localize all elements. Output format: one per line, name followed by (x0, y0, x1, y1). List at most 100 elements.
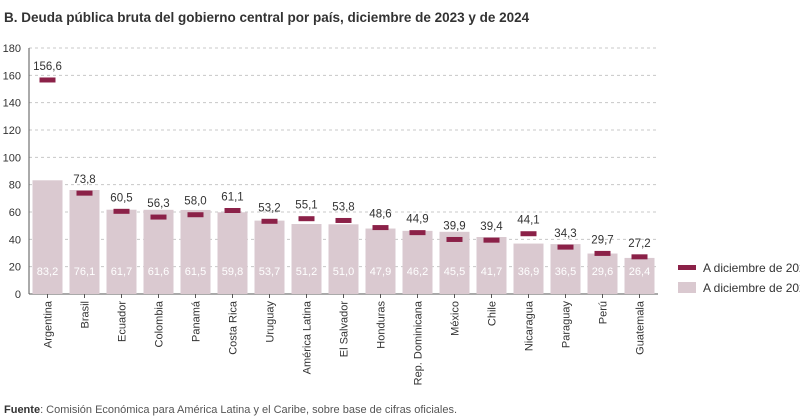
legend-label: A diciembre de 2023 (703, 261, 800, 275)
marker (298, 216, 315, 222)
marker (483, 237, 500, 243)
marker (372, 225, 389, 231)
marker (409, 230, 426, 236)
bar-value-label: 51,0 (333, 266, 354, 278)
bar (365, 228, 396, 294)
marker-value-label: 53,2 (258, 202, 280, 214)
x-tick-label: América Latina (302, 300, 314, 374)
x-tick-label: Argentina (43, 300, 55, 348)
bar (328, 224, 359, 294)
bar-value-label: 59,8 (222, 266, 243, 278)
bar-value-label: 61,7 (111, 266, 132, 278)
marker (261, 218, 278, 224)
y-tick-label: 60 (9, 207, 21, 219)
marker-value-label: 73,8 (73, 174, 95, 186)
y-tick-label: 120 (3, 125, 21, 137)
bar-value-label: 61,6 (148, 266, 169, 278)
bar-value-label: 36,5 (555, 266, 576, 278)
x-tick-label: Honduras (376, 301, 388, 349)
x-tick-label: Ecuador (117, 301, 129, 342)
bars (32, 180, 655, 294)
marker-value-label: 61,1 (221, 191, 243, 203)
y-tick-label: 80 (9, 180, 21, 192)
marker-value-label: 44,9 (406, 214, 428, 226)
x-tick-label: Nicaragua (524, 300, 536, 351)
bar-value-label: 53,7 (259, 266, 280, 278)
bar-value-label: 26,4 (629, 266, 650, 278)
marker (520, 231, 537, 237)
x-tick-label: Colombia (154, 300, 166, 347)
x-tick-label: Paraguay (561, 301, 573, 349)
bar (106, 209, 137, 294)
marker (631, 254, 648, 260)
marker (76, 190, 93, 196)
marker-value-label: 39,9 (443, 220, 465, 232)
marker-value-label: 27,2 (628, 238, 650, 250)
bar (550, 244, 581, 294)
marker (557, 244, 574, 250)
bar-value-label: 61,5 (185, 266, 206, 278)
source-text: : Comisión Económica para América Latina… (40, 404, 458, 416)
y-tick-label: 160 (3, 70, 21, 82)
x-tick-label: Chile (487, 301, 499, 326)
bar-value-label: 46,2 (407, 266, 428, 278)
bar-value-label: 76,1 (74, 266, 95, 278)
bar (439, 231, 470, 294)
marker-value-label: 29,7 (591, 234, 613, 246)
marker (335, 217, 352, 223)
marker-value-label: 156,6 (33, 61, 62, 73)
x-tick-label: Brasil (80, 301, 92, 329)
legend: A diciembre de 2023 A diciembre de 2024 (678, 261, 800, 295)
y-tick-label: 40 (9, 234, 21, 246)
bar (476, 237, 507, 294)
marker-value-label: 53,8 (332, 201, 354, 213)
x-tick-label: Panamá (191, 300, 203, 342)
y-axis: 0 20 40 60 80 100 120 140 160 180 (3, 43, 658, 301)
bar (69, 189, 100, 294)
x-tick-label: Costa Rica (228, 300, 240, 355)
marker (446, 236, 463, 242)
y-tick-label: 180 (3, 43, 21, 55)
legend-swatch-bar (678, 282, 696, 293)
marker (224, 207, 241, 213)
marker (187, 212, 204, 218)
x-tick-label: México (450, 301, 462, 336)
markers (39, 77, 648, 260)
marker-value-label: 60,5 (110, 192, 132, 204)
x-axis: Argentina Brasil Ecuador Colombia Panamá Cost… (43, 294, 647, 385)
x-tick-label: El Salvador (339, 301, 351, 358)
y-tick-label: 0 (15, 289, 21, 301)
bar (291, 224, 322, 294)
bar (217, 212, 248, 294)
bar (32, 180, 63, 294)
marker (150, 214, 167, 220)
marker (113, 208, 130, 214)
bar (587, 253, 618, 294)
marker-value-label: 58,0 (184, 196, 206, 208)
bar-value-label: 36,9 (518, 266, 539, 278)
marker (39, 77, 56, 83)
x-tick-label: Rep. Dominicana (413, 300, 425, 385)
bar-value-labels: 83,2 76,1 61,7 61,6 61,5 59,8 53,7 51,2 51,0 47,9… (37, 266, 650, 278)
marker-value-labels: 156,6 73,8 60,5 56,3 58,0 61,1 53,2 55,1 53,8 48,… (33, 61, 651, 250)
marker-value-label: 34,3 (554, 228, 576, 240)
bar-value-label: 51,2 (296, 266, 317, 278)
y-tick-label: 20 (9, 262, 21, 274)
bar-value-label: 41,7 (481, 266, 502, 278)
source-label: Fuente (4, 404, 41, 416)
bar (513, 243, 544, 294)
bar (402, 230, 433, 294)
marker-value-label: 44,1 (517, 215, 539, 227)
bar-value-label: 29,6 (592, 266, 613, 278)
marker-value-label: 56,3 (147, 198, 169, 210)
bar (180, 209, 211, 294)
y-tick-label: 140 (3, 98, 21, 110)
bar (624, 257, 655, 294)
x-tick-label: Uruguay (265, 301, 277, 343)
source-note: Fuente: Comisión Económica para América … (4, 404, 457, 416)
marker-value-label: 48,6 (369, 209, 391, 221)
bar-value-label: 47,9 (370, 266, 391, 278)
x-tick-label: Guatemala (635, 300, 647, 355)
chart-title: B. Deuda pública bruta del gobierno cent… (4, 10, 530, 25)
